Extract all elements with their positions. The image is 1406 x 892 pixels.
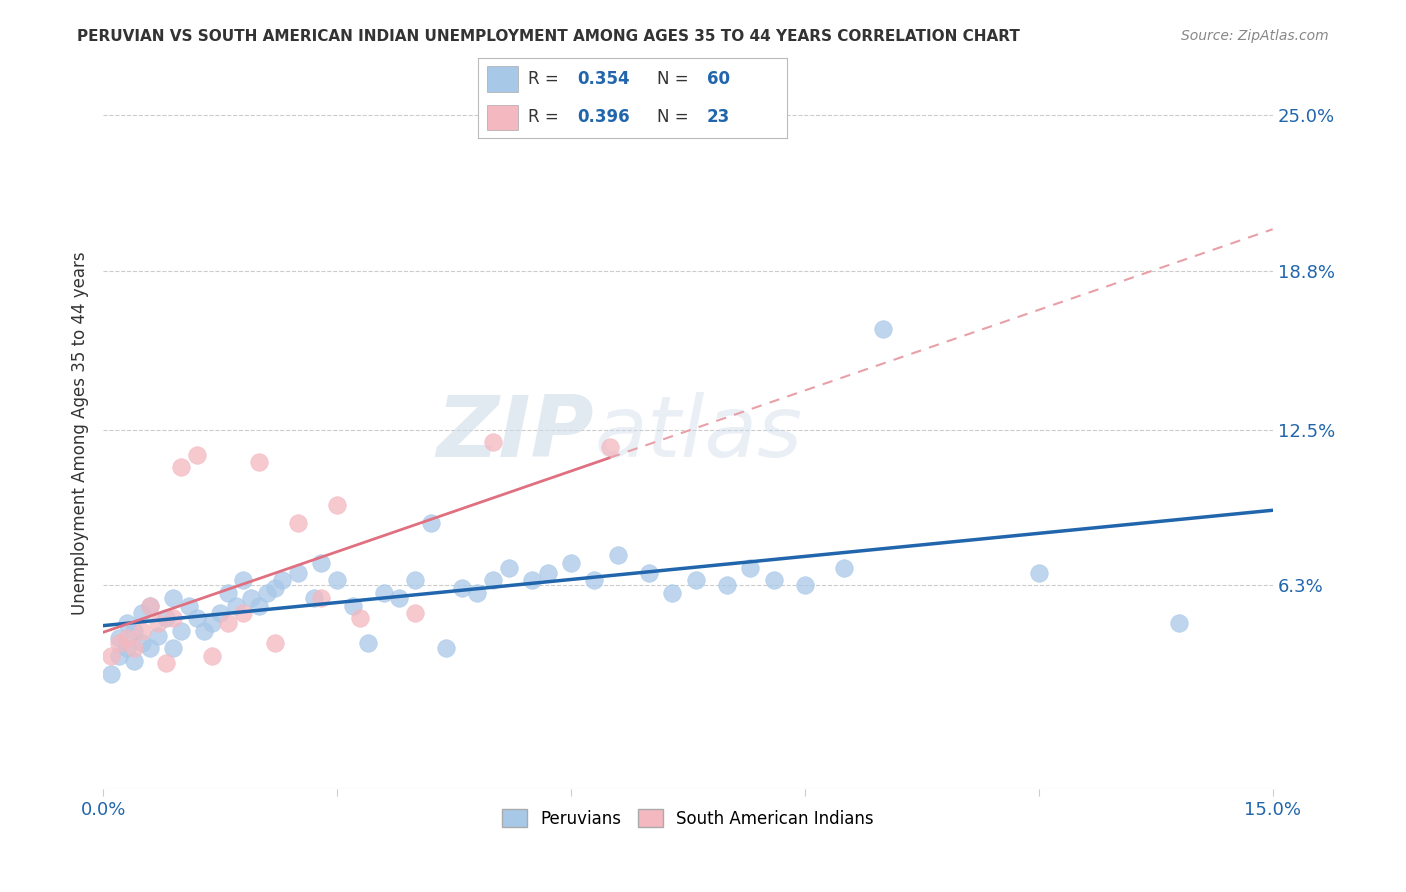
Point [124, 654, 146, 668]
Point [131, 636, 153, 650]
Text: 23: 23 [707, 109, 730, 127]
Point [209, 606, 232, 620]
Point [124, 641, 146, 656]
Point [170, 460, 193, 475]
Point [357, 636, 380, 650]
Point [217, 586, 239, 600]
Point [107, 636, 129, 650]
Point [186, 611, 208, 625]
Point [404, 606, 426, 620]
FancyBboxPatch shape [488, 66, 519, 92]
Point [349, 611, 371, 625]
Point [146, 629, 169, 643]
Point [217, 616, 239, 631]
Point [240, 591, 263, 605]
Point [498, 561, 520, 575]
Point [1168, 616, 1191, 631]
Point [162, 641, 184, 656]
Point [201, 616, 224, 631]
Text: atlas: atlas [595, 392, 803, 475]
Legend: Peruvians, South American Indians: Peruvians, South American Indians [495, 803, 880, 834]
Point [146, 616, 169, 631]
Point [638, 566, 661, 580]
Point [170, 624, 193, 638]
Point [177, 599, 200, 613]
Point [793, 578, 815, 592]
Text: 60: 60 [707, 70, 730, 87]
Point [162, 611, 184, 625]
Point [139, 599, 162, 613]
Point [326, 498, 349, 512]
Text: R =: R = [527, 109, 564, 127]
Point [419, 516, 441, 530]
Point [247, 599, 270, 613]
Point [583, 574, 606, 588]
Point [115, 632, 138, 646]
Point [271, 574, 294, 588]
Text: Source: ZipAtlas.com: Source: ZipAtlas.com [1181, 29, 1329, 43]
Point [162, 591, 184, 605]
Point [287, 516, 309, 530]
Point [193, 624, 215, 638]
Point [450, 581, 472, 595]
Point [872, 322, 894, 336]
Point [100, 666, 122, 681]
Text: PERUVIAN VS SOUTH AMERICAN INDIAN UNEMPLOYMENT AMONG AGES 35 TO 44 YEARS CORRELA: PERUVIAN VS SOUTH AMERICAN INDIAN UNEMPL… [77, 29, 1021, 44]
Point [131, 606, 153, 620]
Point [124, 624, 146, 638]
Point [560, 556, 582, 570]
Point [256, 586, 278, 600]
Point [232, 606, 254, 620]
Point [155, 611, 177, 625]
Point [762, 574, 785, 588]
Point [467, 586, 489, 600]
Point [131, 624, 153, 638]
Text: ZIP: ZIP [437, 392, 595, 475]
Text: 0.396: 0.396 [576, 109, 630, 127]
Point [404, 574, 426, 588]
Point [263, 581, 285, 595]
Point [100, 648, 122, 663]
Point [434, 641, 457, 656]
Point [311, 591, 333, 605]
Point [201, 648, 224, 663]
Point [685, 574, 707, 588]
Point [326, 574, 349, 588]
Point [287, 566, 309, 580]
Point [155, 657, 177, 671]
Point [139, 599, 162, 613]
Point [373, 586, 395, 600]
Point [832, 561, 855, 575]
Point [232, 574, 254, 588]
Point [1028, 566, 1050, 580]
Point [263, 636, 285, 650]
Point [225, 599, 247, 613]
Point [247, 455, 270, 469]
Y-axis label: Unemployment Among Ages 35 to 44 years: Unemployment Among Ages 35 to 44 years [72, 252, 89, 615]
Point [115, 616, 138, 631]
Text: N =: N = [658, 70, 695, 87]
Point [342, 599, 364, 613]
Point [107, 632, 129, 646]
Point [740, 561, 762, 575]
Point [302, 591, 325, 605]
Point [115, 641, 138, 656]
Point [311, 556, 333, 570]
FancyBboxPatch shape [488, 104, 519, 130]
Point [536, 566, 558, 580]
Text: R =: R = [527, 70, 564, 87]
Point [388, 591, 411, 605]
Text: 0.354: 0.354 [576, 70, 630, 87]
Point [139, 641, 162, 656]
Point [716, 578, 738, 592]
Point [482, 574, 505, 588]
Point [482, 435, 505, 450]
Point [599, 440, 621, 454]
Text: N =: N = [658, 109, 695, 127]
Point [661, 586, 683, 600]
Point [606, 549, 628, 563]
Point [107, 648, 129, 663]
Point [520, 574, 543, 588]
Point [186, 448, 208, 462]
